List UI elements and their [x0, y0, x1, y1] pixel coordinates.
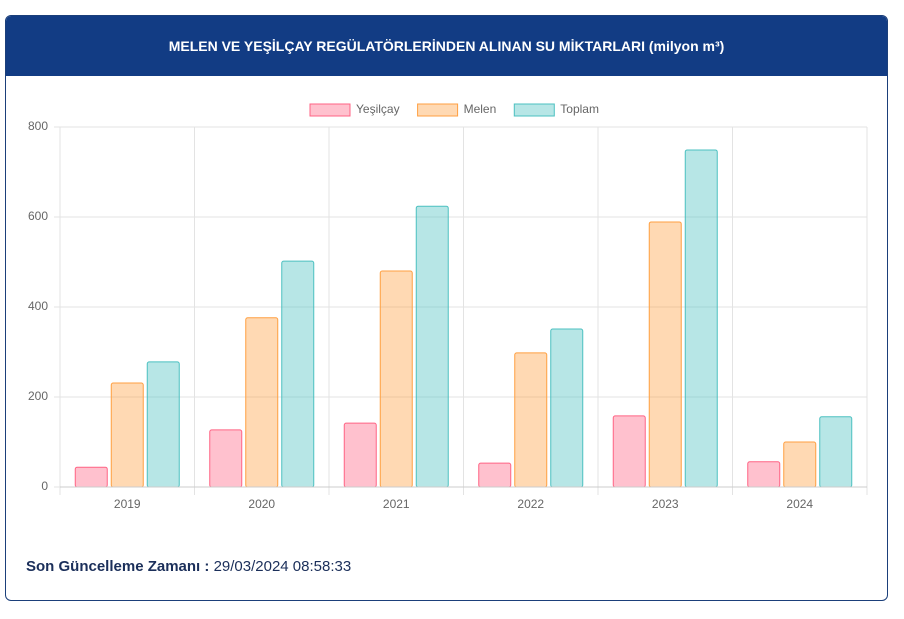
legend-swatch	[309, 103, 351, 117]
bar	[146, 361, 180, 488]
x-tick-label: 2024	[786, 497, 813, 511]
bar	[415, 205, 449, 488]
bar	[684, 149, 718, 488]
bar	[379, 270, 413, 488]
y-tick-label: 400	[28, 299, 48, 313]
x-tick-label: 2019	[114, 497, 141, 511]
bar	[74, 466, 108, 488]
bar	[245, 317, 279, 488]
x-tick-label: 2020	[248, 497, 275, 511]
bar	[343, 422, 377, 488]
legend-label: Melen	[464, 102, 497, 116]
bar	[514, 352, 548, 488]
bar	[783, 441, 817, 488]
bar	[612, 415, 646, 488]
legend-label: Toplam	[560, 102, 599, 116]
y-tick-label: 200	[28, 389, 48, 403]
legend-swatch	[513, 103, 555, 117]
footer-value: 29/03/2024 08:58:33	[213, 558, 352, 575]
legend-label: Yeşilçay	[356, 102, 400, 116]
x-tick-label: 2021	[383, 497, 410, 511]
bar	[110, 382, 144, 488]
card: MELEN VE YEŞİLÇAY REGÜLATÖRLERİNDEN ALIN…	[5, 15, 888, 601]
bar	[648, 221, 682, 488]
y-tick-label: 600	[28, 209, 48, 223]
bar	[819, 416, 853, 488]
bar	[209, 429, 243, 488]
x-tick-label: 2022	[517, 497, 544, 511]
bar	[550, 328, 584, 488]
header: MELEN VE YEŞİLÇAY REGÜLATÖRLERİNDEN ALIN…	[6, 16, 887, 76]
bar	[281, 260, 315, 488]
y-tick-label: 800	[28, 119, 48, 133]
footer-label: Son Güncelleme Zamanı :	[26, 558, 210, 575]
legend-swatch	[417, 103, 459, 117]
bar	[478, 462, 512, 488]
y-tick-label: 0	[41, 479, 48, 493]
x-tick-label: 2023	[652, 497, 679, 511]
footer: Son Güncelleme Zamanı : 29/03/2024 08:58…	[26, 558, 351, 575]
bar	[747, 461, 781, 488]
chart-title: MELEN VE YEŞİLÇAY REGÜLATÖRLERİNDEN ALIN…	[168, 38, 725, 54]
